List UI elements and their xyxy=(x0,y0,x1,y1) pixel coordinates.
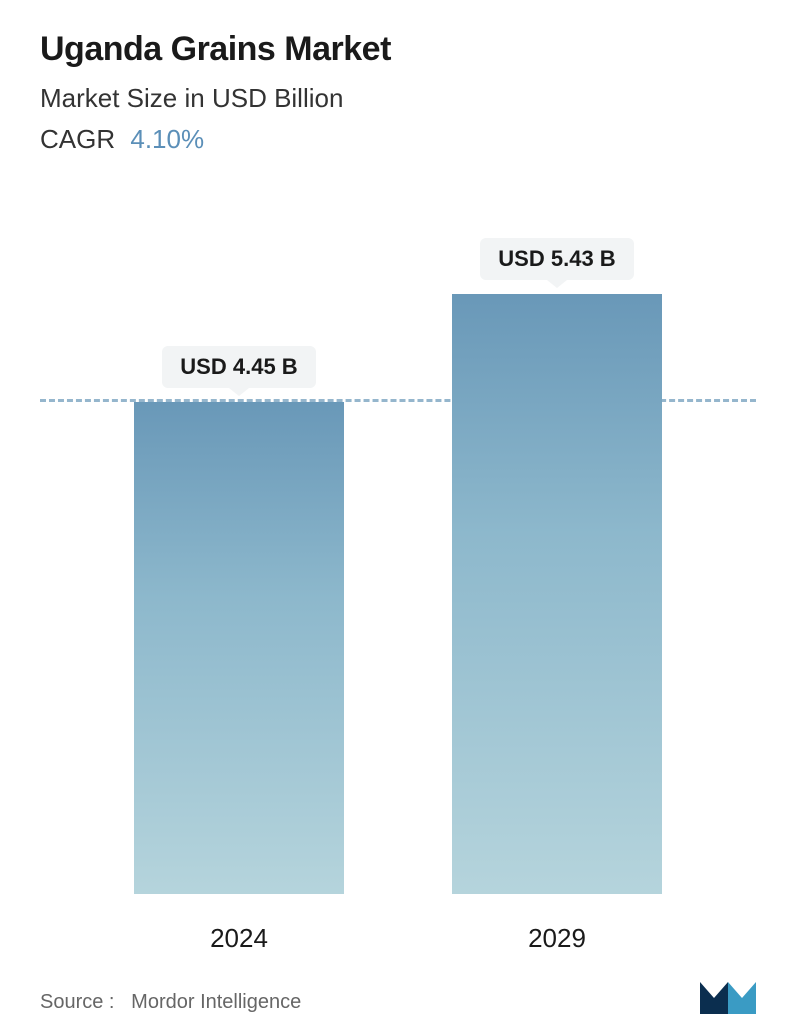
chart-subtitle: Market Size in USD Billion xyxy=(40,83,756,114)
bar xyxy=(134,402,344,894)
source-text: Source : Mordor Intelligence xyxy=(40,991,301,1014)
cagr-line: CAGR 4.10% xyxy=(40,124,756,155)
bar xyxy=(452,294,662,894)
x-axis-labels: 2024 2029 xyxy=(40,923,756,954)
chart-footer: Source : Mordor Intelligence xyxy=(40,964,756,1014)
x-axis-label: 2024 xyxy=(134,923,344,954)
cagr-label: CAGR xyxy=(40,124,115,154)
value-pill: USD 4.45 B xyxy=(162,346,315,388)
x-axis-label: 2029 xyxy=(452,923,662,954)
bars-wrap: USD 4.45 B USD 5.43 B xyxy=(40,235,756,894)
chart-container: Uganda Grains Market Market Size in USD … xyxy=(0,0,796,1034)
bar-group: USD 4.45 B xyxy=(134,346,344,894)
source-name: Mordor Intelligence xyxy=(131,991,301,1013)
chart-title: Uganda Grains Market xyxy=(40,30,756,69)
chart-area: USD 4.45 B USD 5.43 B 2024 2029 xyxy=(40,195,756,964)
value-pill: USD 5.43 B xyxy=(480,238,633,280)
source-label: Source : xyxy=(40,991,114,1013)
mordor-logo-icon xyxy=(700,974,756,1014)
bar-group: USD 5.43 B xyxy=(452,238,662,894)
cagr-value: 4.10% xyxy=(130,124,204,154)
